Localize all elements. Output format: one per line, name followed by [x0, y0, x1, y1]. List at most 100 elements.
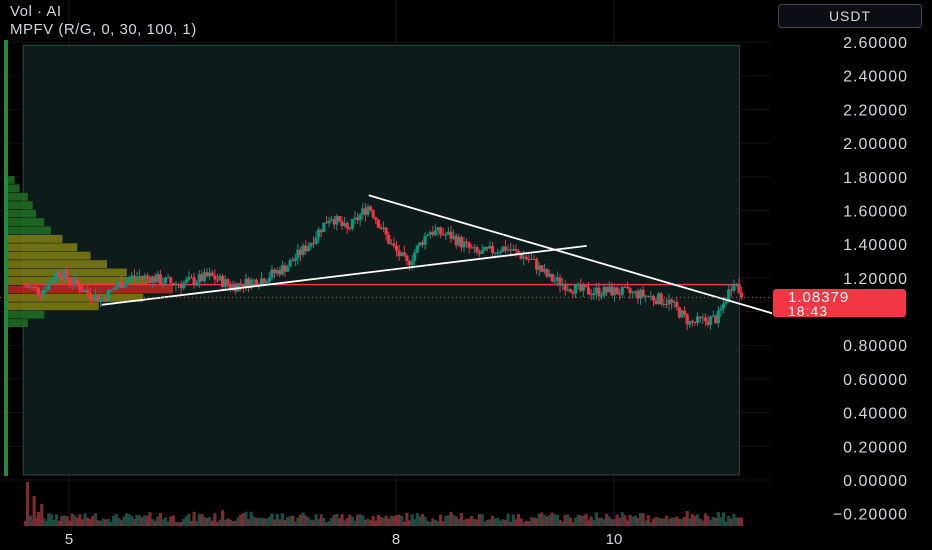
volume-bar: [550, 512, 554, 526]
volume-bar: [548, 515, 552, 526]
volume-bar: [677, 518, 681, 526]
candle-body: [690, 320, 694, 323]
price-tick-label: 2.00000: [843, 136, 908, 153]
price-tick-label: 0.40000: [843, 406, 908, 423]
candle-body: [366, 206, 370, 215]
trendlines[interactable]: [101, 194, 773, 315]
candle-body: [509, 249, 513, 251]
candle-body: [296, 249, 300, 259]
volume-indicator-label[interactable]: Vol · AI: [10, 3, 62, 20]
candle-body: [215, 279, 220, 281]
candle-body: [379, 227, 383, 230]
candle-body: [374, 217, 378, 220]
volume-bar: [62, 515, 66, 526]
volume-bar: [353, 520, 357, 526]
volume-bar: [241, 513, 245, 526]
candle-body: [75, 278, 79, 285]
candle-body: [158, 274, 162, 284]
trendline[interactable]: [101, 244, 587, 306]
volume-bar: [218, 519, 222, 526]
currency-button[interactable]: USDT: [778, 4, 922, 28]
volume-bar: [555, 514, 560, 526]
volume-bar: [579, 515, 583, 526]
candle-body: [719, 308, 723, 311]
volume-bar: [88, 518, 92, 526]
volume-bar: [205, 518, 209, 526]
profile-bar: [8, 251, 91, 260]
time-tick-label: 10: [606, 531, 623, 548]
volume-bar: [381, 517, 386, 526]
candle-body: [324, 222, 329, 224]
candle-body: [444, 234, 448, 236]
candle-body: [664, 303, 669, 305]
candle-body: [135, 276, 139, 278]
candle-body: [371, 210, 375, 218]
volume-bar: [257, 517, 261, 526]
volume-bar: [727, 515, 731, 526]
volume-bar: [200, 514, 204, 526]
volume-bar: [654, 517, 658, 526]
volume-bar: [306, 517, 310, 526]
time-tick-label: 8: [392, 531, 400, 548]
volume-bar: [166, 521, 170, 526]
volume-bar: [433, 520, 438, 526]
volume-bar: [397, 514, 401, 526]
candle-body: [187, 277, 191, 280]
candle-body: [330, 219, 334, 221]
volume-bar: [291, 515, 295, 526]
volume-bar: [527, 521, 531, 526]
candle-body: [57, 271, 61, 277]
profile-bar: [8, 184, 20, 193]
volume-bar: [122, 516, 126, 526]
volume-bar: [703, 513, 707, 526]
candle-body: [677, 307, 681, 318]
volume-bar: [698, 518, 702, 526]
volume-bar: [690, 514, 694, 526]
candle-body: [28, 286, 33, 288]
candle-body: [667, 299, 671, 305]
volume-bar: [483, 521, 487, 526]
candle-body: [727, 289, 731, 302]
volume-bar: [49, 514, 53, 526]
price-tick-label: 2.40000: [843, 69, 908, 86]
volume-bar: [594, 512, 598, 526]
candle-body: [553, 280, 557, 282]
volume-bar: [649, 522, 653, 526]
candle-body: [462, 241, 466, 248]
price-tick-label: 0.60000: [843, 372, 908, 389]
candle-body: [148, 277, 152, 284]
volume-bar: [701, 520, 705, 526]
candle-body: [659, 293, 663, 305]
price-tick-label: 0.00000: [843, 473, 908, 490]
candle-body: [498, 251, 502, 253]
volume-bar: [161, 519, 165, 526]
volume-bar: [625, 520, 630, 526]
time-axis[interactable]: 5 8 10: [65, 531, 623, 548]
candle-body: [459, 237, 463, 248]
candle-body: [415, 245, 419, 253]
volume-bar: [223, 519, 227, 526]
volume-bar: [368, 520, 373, 526]
volume-bar: [420, 514, 425, 526]
candle-body: [343, 222, 347, 227]
volume-bar: [384, 515, 388, 526]
candle-body: [724, 301, 728, 304]
price-axis[interactable]: 2.60000 2.40000 2.20000 2.00000 1.80000 1.600…: [833, 35, 908, 524]
candle-body: [672, 301, 676, 303]
candle-body: [106, 290, 111, 302]
candle-body: [93, 294, 98, 301]
candle-body: [99, 298, 103, 302]
volume-bar: [441, 521, 445, 526]
candle-body: [680, 310, 684, 318]
volume-bar: [561, 521, 565, 526]
candle-body: [599, 295, 604, 297]
profile-indicator-label[interactable]: MPFV (R/G, 0, 30, 100, 1): [10, 21, 197, 38]
candle-body: [566, 289, 570, 291]
candle-body: [88, 293, 92, 299]
volume-bar: [688, 518, 692, 526]
candle-body: [293, 258, 297, 261]
trendline[interactable]: [368, 194, 773, 315]
volume-bar: [496, 518, 500, 526]
volume-bar: [402, 521, 406, 526]
